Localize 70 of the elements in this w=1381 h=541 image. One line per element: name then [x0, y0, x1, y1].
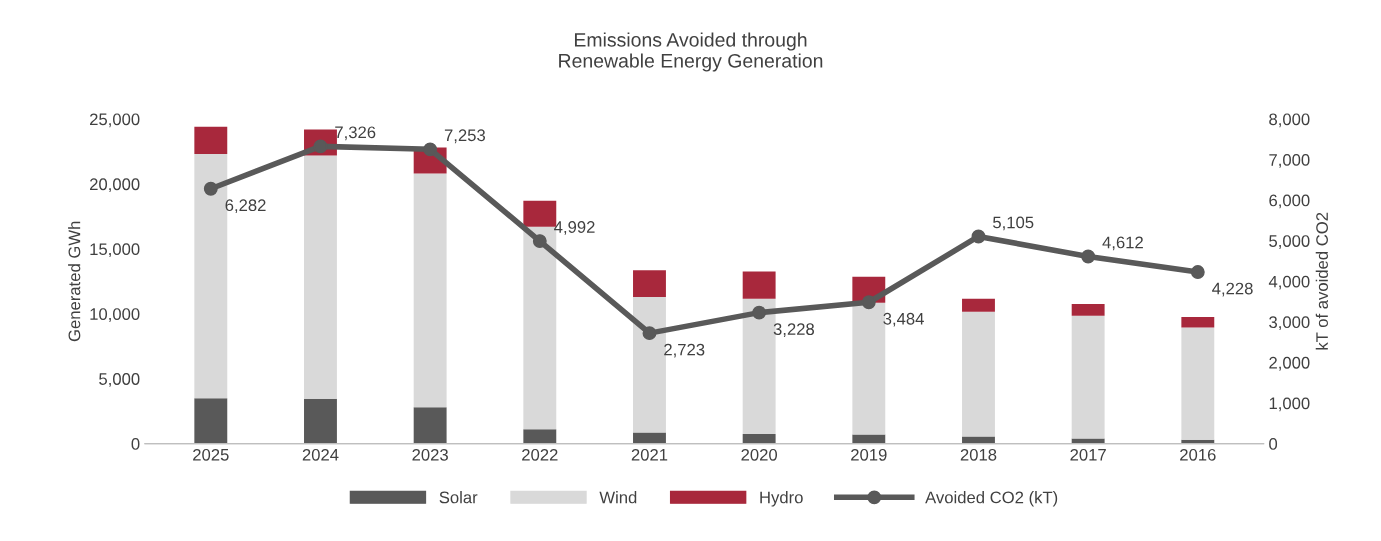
point [423, 142, 438, 157]
x-tick-label: 2024 [302, 448, 339, 461]
bar [1071, 438, 1105, 444]
point [203, 181, 218, 196]
legend-label: Wind [599, 491, 637, 504]
bar [1071, 315, 1105, 439]
data-label: 5,105 [993, 216, 1034, 231]
point [752, 305, 767, 320]
x-tick-label: 2025 [193, 448, 229, 461]
y2-tick-label: 8,000 [1269, 113, 1310, 128]
point [642, 326, 657, 341]
legend-label: Hydro [760, 491, 803, 507]
legend-label: Avoided CO2 (kT) [925, 491, 1058, 507]
data-label: 3,228 [773, 323, 815, 337]
x-tick-label: 2020 [741, 448, 778, 461]
y-tick-label: 10,000 [90, 308, 140, 322]
y2-tick-label: 3,000 [1269, 316, 1310, 331]
y-axis-title: Generated GWh [68, 221, 81, 342]
y-tick-label: 25,000 [90, 113, 140, 128]
data-label: 4,992 [554, 221, 595, 235]
x-tick-label: 2018 [960, 448, 997, 461]
x-tick-label: 2021 [631, 448, 668, 461]
data-label: 7,253 [444, 129, 485, 144]
point [532, 234, 547, 249]
bar [742, 271, 776, 299]
y2-tick-label: 7,000 [1269, 154, 1310, 168]
bar [633, 270, 666, 297]
y2-tick-label: 6,000 [1269, 194, 1310, 209]
bar [633, 296, 666, 433]
bar [304, 398, 337, 444]
bar [742, 433, 776, 444]
data-label: 2,723 [664, 343, 705, 358]
bar [1181, 327, 1215, 440]
point [861, 295, 876, 310]
x-tick-label: 2019 [851, 448, 887, 461]
y-tick-label: 15,000 [90, 243, 140, 258]
bar [194, 398, 228, 444]
bar [962, 436, 995, 444]
point [1081, 249, 1096, 264]
point [1190, 265, 1205, 280]
data-label: 6,282 [225, 199, 266, 214]
bar [1181, 317, 1215, 328]
y2-tick-label: 5,000 [1269, 235, 1310, 249]
bar [413, 173, 447, 408]
y2-tick-label: 2,000 [1269, 356, 1310, 371]
x-tick-label: 2016 [1180, 448, 1216, 461]
y-tick-label: 20,000 [90, 178, 140, 193]
point [971, 229, 986, 244]
bar [962, 311, 995, 437]
bar [304, 155, 337, 399]
bar [413, 407, 447, 444]
x-tick-label: 2022 [522, 448, 558, 461]
y2-axis-title: kT of avoided CO2 [1315, 212, 1328, 350]
y2-tick-label: 0 [1269, 438, 1278, 450]
y2-tick-label: 4,000 [1268, 275, 1310, 290]
bar [962, 298, 995, 312]
chart-title: Emissions Avoided through Renewable Energy Generation [559, 32, 823, 72]
legend-label: Solar [439, 491, 478, 504]
bar [1071, 304, 1105, 316]
bar [523, 429, 557, 444]
x-tick-label: 2017 [1070, 448, 1106, 461]
y-tick-label: 0 [131, 438, 140, 450]
data-label: 4,228 [1212, 282, 1253, 297]
data-label: 4,612 [1102, 236, 1143, 251]
bar [633, 432, 666, 444]
y2-tick-label: 1,000 [1269, 397, 1310, 412]
x-tick-label: 2023 [412, 448, 448, 461]
y-tick-label: 5,000 [99, 373, 140, 387]
data-label: 3,484 [883, 312, 924, 327]
bar [194, 126, 228, 155]
